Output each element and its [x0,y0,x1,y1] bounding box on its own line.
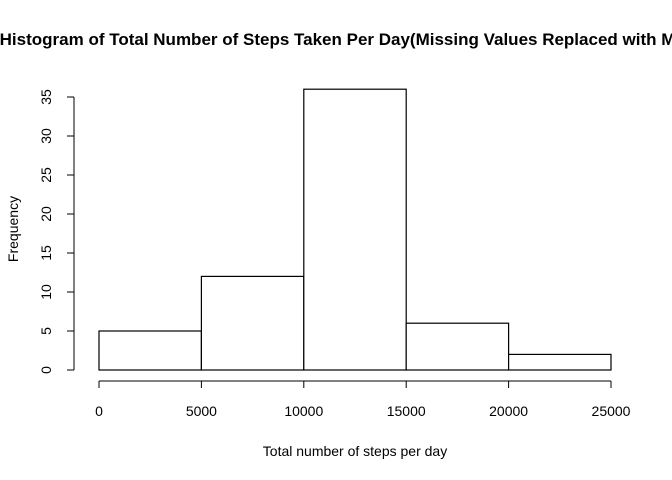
x-tick-label: 15000 [387,403,426,419]
x-tick-label: 0 [95,403,103,419]
histogram-bar-0 [98,330,203,371]
histogram-bar-3 [405,322,510,371]
y-tick-label: 35 [38,89,54,105]
x-tick-label: 25000 [592,403,631,419]
x-tick-label: 10000 [284,403,323,419]
histogram-bar-2 [303,88,407,371]
x-axis: 0 5000 10000 15000 20000 25000 [95,380,631,419]
y-axis-label: Frequency [5,196,21,262]
chart-title: Histogram of Total Number of Steps Taken… [0,30,672,49]
y-tick-label: 20 [38,206,54,222]
y-tick-label: 30 [38,128,54,144]
y-tick-label: 15 [38,245,54,261]
x-tick-label: 20000 [489,403,528,419]
y-axis: 0 5 10 15 20 25 30 35 [38,89,75,374]
histogram-bar-4 [508,353,612,371]
chart-title-clip: Histogram of Total Number of Steps Taken… [0,30,672,54]
x-tick-label: 5000 [186,403,217,419]
y-tick-label: 10 [38,284,54,300]
y-tick-label: 0 [38,366,54,374]
y-tick-label: 25 [38,167,54,183]
bars-group [98,88,612,371]
histogram-bar-1 [200,275,305,371]
x-axis-label: Total number of steps per day [263,443,447,459]
y-tick-label: 5 [38,327,54,335]
